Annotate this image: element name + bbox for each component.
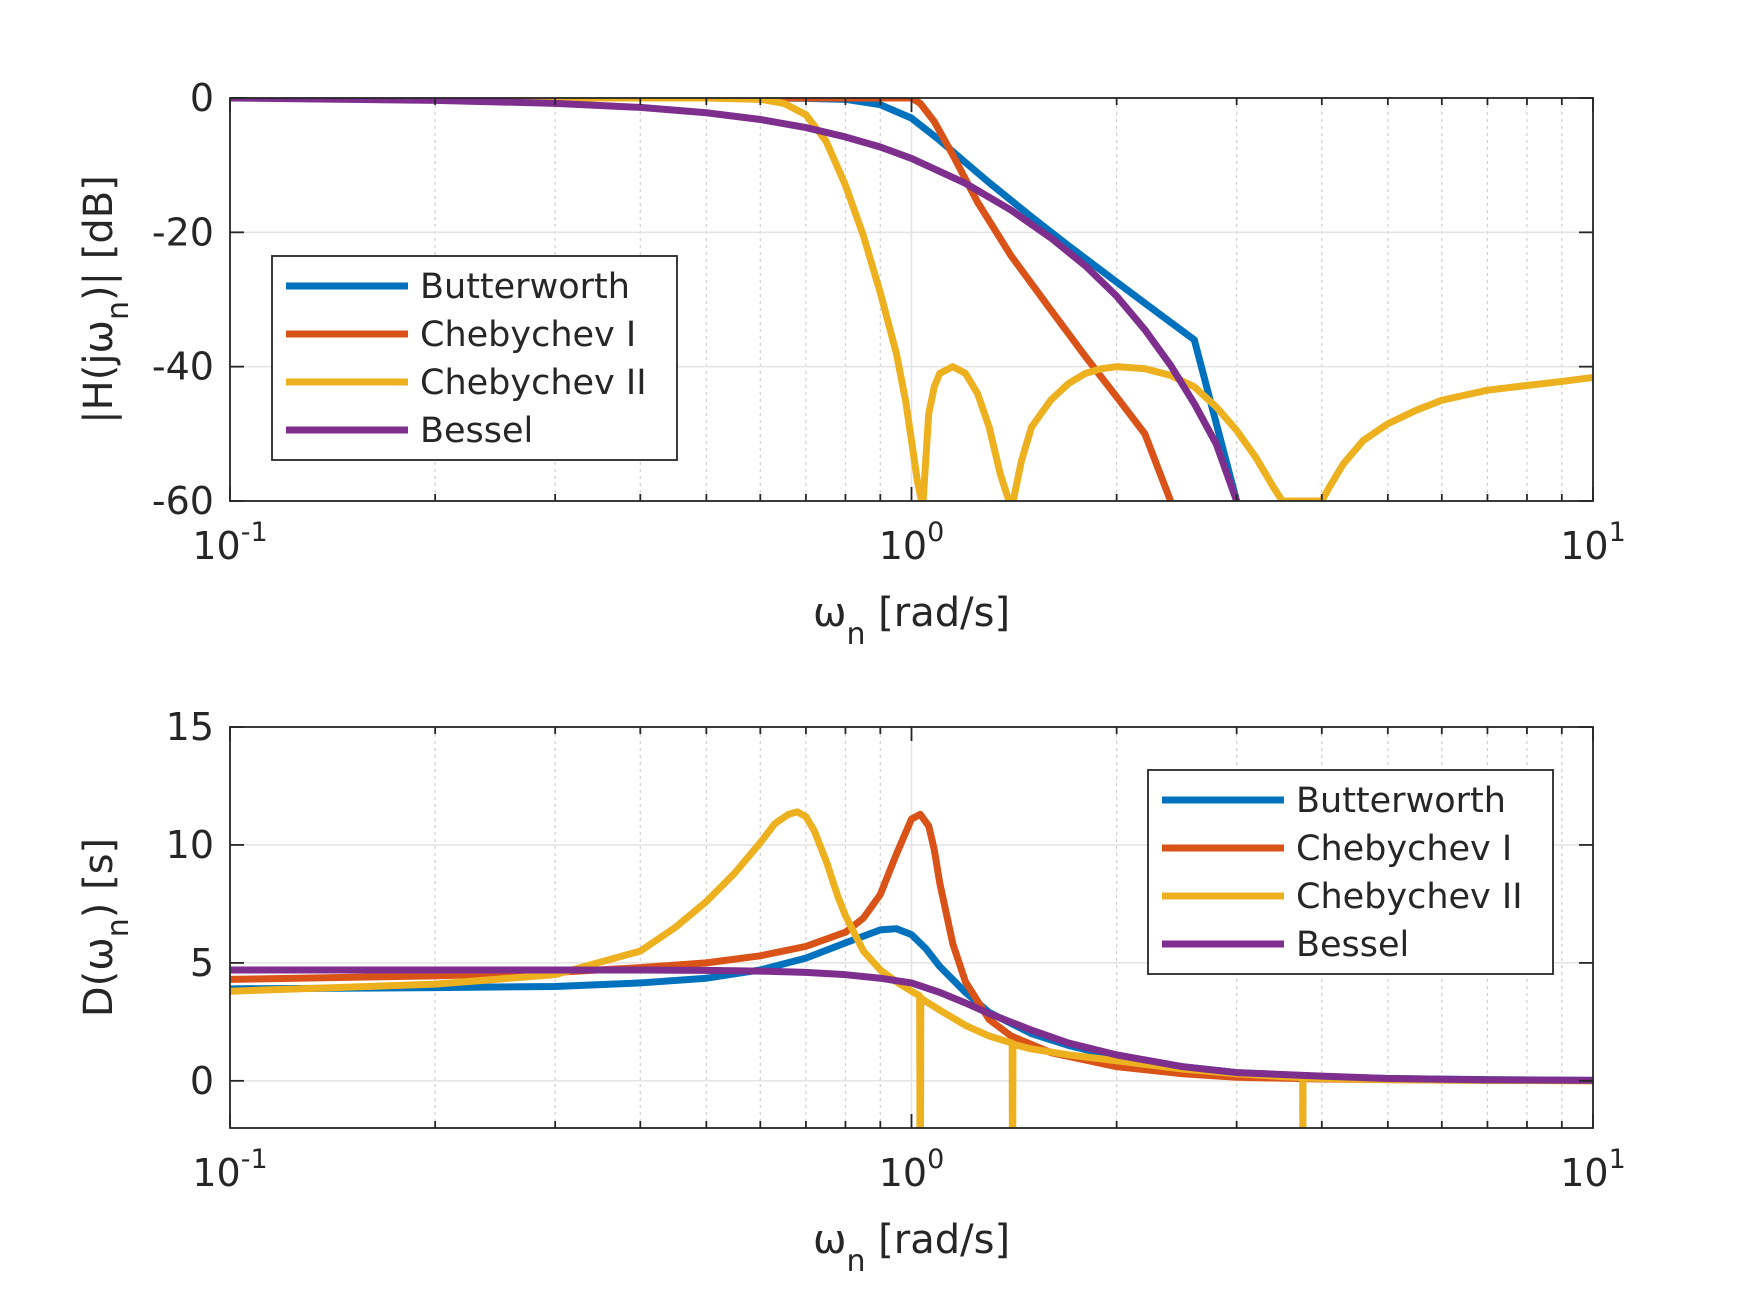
y-tick-label: -20	[152, 210, 214, 254]
x-tick-label: 10-1	[192, 1144, 267, 1195]
series-line-bessel	[230, 98, 1240, 501]
x-tick-label: 101	[1560, 517, 1626, 568]
legend-entry: Butterworth	[1296, 781, 1506, 821]
series-group	[230, 98, 1593, 501]
series-line-chebychev-ii	[230, 808, 1593, 1128]
y-axis-label: |H(jωn)| [dB]	[76, 175, 136, 424]
x-tick-label: 100	[879, 1144, 945, 1195]
series-line-chebychev-i	[230, 810, 1593, 1085]
y-axis-label: D(ωn) [s]	[76, 838, 136, 1017]
legend-entry: Bessel	[1296, 925, 1409, 965]
series-line-bessel	[230, 966, 1593, 1084]
x-axis-label-symbol: ω	[813, 1217, 847, 1263]
x-axis-label: ωn [rad/s]	[813, 1217, 1010, 1279]
legend-entry: Butterworth	[420, 267, 630, 307]
y-tick-label: 10	[166, 823, 214, 867]
x-tick-label: 10-1	[192, 517, 267, 568]
y-axis-label-suffix: )| [dB]	[76, 175, 122, 301]
x-tick-base: 10	[1560, 524, 1608, 568]
x-tick-base: 10	[192, 524, 240, 568]
series-group	[230, 808, 1593, 1128]
x-axis-label-subscript: n	[846, 617, 865, 652]
y-tick-label: 0	[190, 76, 214, 120]
y-axis-label-symbol: ω	[76, 320, 122, 354]
y-axis-label-suffix: ) [s]	[76, 838, 122, 918]
x-tick-exponent: 1	[1609, 517, 1626, 548]
x-axis-label: ωn [rad/s]	[813, 590, 1010, 652]
x-tick-exponent: -1	[241, 1144, 268, 1175]
x-tick-label: 101	[1560, 1144, 1626, 1195]
y-axis-label-prefix: |H(j	[76, 354, 122, 424]
y-tick-label: 5	[190, 941, 214, 985]
legend: Butterworth Chebychev I Chebychev II Bessel	[1147, 769, 1554, 975]
y-tick-label: 0	[190, 1059, 214, 1103]
x-axis-label-subscript: n	[846, 1244, 865, 1279]
x-tick-base: 10	[192, 1151, 240, 1195]
series-line-butterworth	[230, 98, 1241, 501]
x-axis-label-symbol: ω	[813, 590, 847, 636]
y-axis-label-subscript: n	[101, 301, 136, 320]
series-line-chebychev-ii	[230, 98, 1593, 501]
x-tick-exponent: 0	[927, 1144, 944, 1175]
y-tick-label: -40	[152, 345, 214, 389]
legend-entry: Chebychev II	[1296, 877, 1523, 917]
y-tick-label: -60	[152, 479, 214, 523]
x-tick-base: 10	[879, 1151, 927, 1195]
legend: Butterworth Chebychev I Chebychev II Bessel	[271, 255, 678, 461]
x-tick-exponent: -1	[241, 517, 268, 548]
x-tick-label: 100	[879, 517, 945, 568]
x-tick-base: 10	[1560, 1151, 1608, 1195]
legend-entry: Chebychev I	[1296, 829, 1512, 869]
legend-box	[271, 255, 678, 461]
x-tick-exponent: 0	[927, 517, 944, 548]
legend-box	[1147, 769, 1554, 975]
y-axis-label-prefix: D(	[76, 971, 122, 1017]
legend-entry: Bessel	[420, 411, 533, 451]
y-axis-label-symbol: ω	[76, 937, 122, 971]
legend-entry: Chebychev II	[420, 363, 647, 403]
y-axis-label-subscript: n	[101, 918, 136, 937]
x-axis-label-unit: [rad/s]	[865, 1217, 1010, 1263]
legend-entry: Chebychev I	[420, 315, 636, 355]
y-tick-label: 15	[166, 705, 214, 749]
x-tick-exponent: 1	[1609, 1144, 1626, 1175]
x-tick-base: 10	[879, 524, 927, 568]
x-axis-label-unit: [rad/s]	[865, 590, 1010, 636]
